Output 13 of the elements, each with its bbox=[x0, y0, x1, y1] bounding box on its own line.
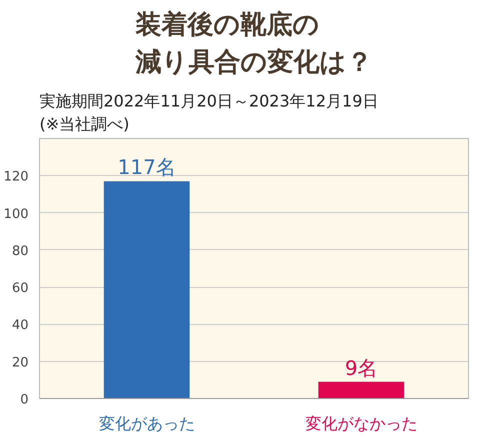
y-tick-label: 120 bbox=[4, 170, 29, 185]
chart-subtitle: 実施期間2022年11月20日～2023年12月19日 (※当社調べ) bbox=[40, 92, 378, 134]
x-tick-label: 変化がなかった bbox=[305, 414, 418, 433]
x-tick-label: 変化があった bbox=[98, 414, 195, 433]
data-label: 117名 bbox=[118, 155, 176, 180]
chart-title: 装着後の靴底の減り具合の変化は？ bbox=[134, 10, 372, 78]
y-tick-label: 100 bbox=[4, 206, 29, 222]
data-label: 9名 bbox=[344, 356, 378, 380]
y-tick-label: 40 bbox=[12, 318, 29, 334]
y-tick-label: 0 bbox=[20, 392, 29, 408]
y-tick-label: 80 bbox=[12, 244, 29, 259]
y-tick-label: 20 bbox=[12, 355, 29, 370]
y-tick-label: 60 bbox=[12, 281, 29, 296]
